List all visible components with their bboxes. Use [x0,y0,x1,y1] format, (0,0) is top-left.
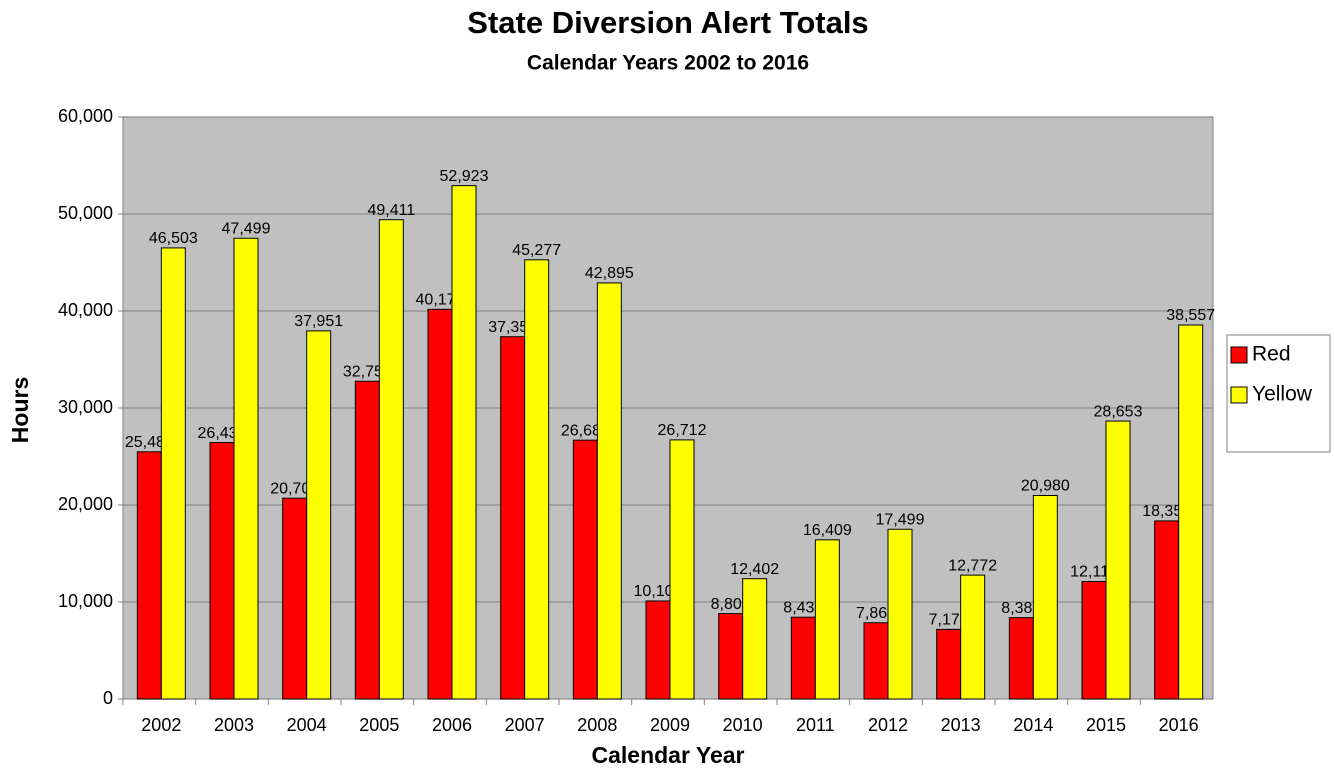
data-label: 8,803 [711,596,751,613]
bar [718,613,744,700]
x-tick-label: 2007 [505,715,545,735]
bar [306,330,332,700]
bar [209,442,235,700]
data-label: 8,386 [1001,600,1041,617]
bar [863,622,889,700]
bar [427,308,453,700]
legend-swatch [1230,346,1248,364]
x-tick-label: 2013 [941,715,981,735]
x-tick-label: 2006 [432,715,472,735]
x-tick-label: 2003 [214,715,254,735]
bar [790,616,816,700]
data-label: 47,499 [222,220,271,237]
bar [936,628,962,700]
bar [160,247,186,700]
data-label: 52,923 [440,168,489,185]
data-label: 37,951 [294,313,343,330]
data-label: 49,411 [367,202,415,219]
data-label: 16,409 [803,522,852,539]
bar [1178,324,1204,700]
x-axis-label: Calendar Year [591,742,744,768]
bar [524,259,550,700]
bar [282,497,308,700]
x-tick-label: 2008 [577,715,617,735]
bar [960,574,986,700]
x-tick-label: 2015 [1086,715,1126,735]
bar [1154,520,1180,700]
y-tick-label: 30,000 [58,397,113,417]
bar [814,539,840,700]
x-tick-label: 2010 [723,715,763,735]
legend-label: Red [1252,343,1291,366]
data-label: 20,980 [1021,478,1070,495]
x-tick-label: 2012 [868,715,908,735]
data-label: 46,503 [149,230,198,247]
x-tick-label: 2005 [359,715,399,735]
data-label: 7,176 [929,612,969,629]
bar [136,451,162,700]
data-label: 7,860 [856,605,896,622]
y-tick-label: 0 [103,688,113,708]
x-tick-label: 2016 [1159,715,1199,735]
x-tick-label: 2002 [141,715,181,735]
y-tick-label: 60,000 [58,106,113,126]
bar [500,336,526,700]
data-label: 8,434 [783,599,823,616]
x-tick-label: 2011 [796,715,835,735]
chart-title: State Diversion Alert Totals [467,5,868,40]
x-tick-label: 2014 [1013,715,1053,735]
bar [1105,420,1131,700]
x-tick-label: 2009 [650,715,690,735]
bar [1008,617,1034,700]
y-tick-label: 50,000 [58,203,113,223]
y-tick-label: 40,000 [58,300,113,320]
legend-swatch [1230,386,1248,404]
data-label: 26,712 [658,422,707,439]
x-tick-label: 2004 [287,715,327,735]
chart-subtitle: Calendar Years 2002 to 2016 [527,52,809,75]
bar [354,380,380,700]
bar [572,439,598,700]
y-tick-label: 10,000 [58,591,113,611]
bar [596,282,622,700]
bar [1032,494,1058,700]
data-label: 28,653 [1094,403,1143,420]
data-label: 42,895 [585,265,634,282]
bar [669,439,695,700]
bar [233,237,259,700]
data-label: 12,772 [948,557,997,574]
bar [451,185,477,700]
bar [742,578,768,700]
data-label: 12,402 [730,561,779,578]
data-label: 17,499 [876,511,925,528]
legend-label: Yellow [1252,383,1313,406]
data-label: 38,557 [1166,307,1215,324]
data-label: 45,277 [512,242,561,259]
bar [645,600,671,700]
bar [887,528,913,700]
bar [378,219,404,700]
bar [1081,580,1107,700]
y-tick-label: 20,000 [58,494,113,514]
y-axis-label: Hours [7,377,33,443]
